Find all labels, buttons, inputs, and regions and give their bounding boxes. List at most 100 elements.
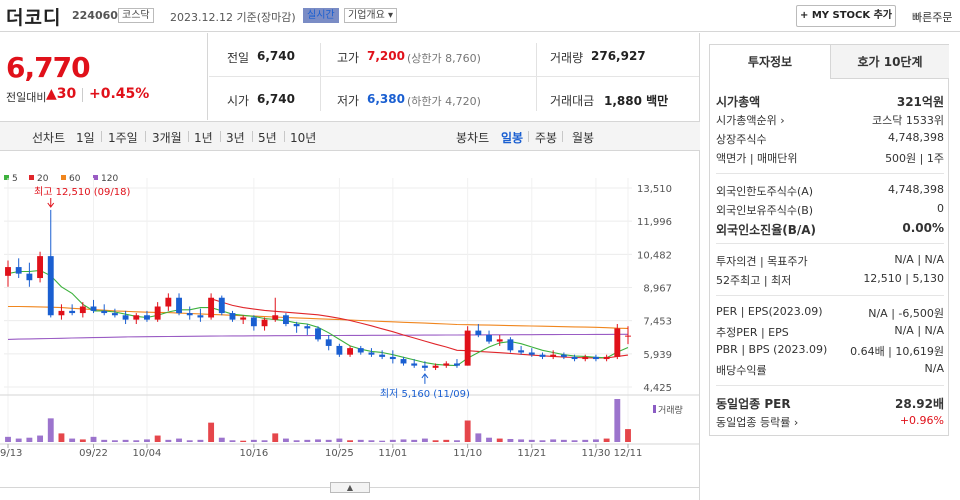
volume-bar xyxy=(347,440,354,442)
volume-bar xyxy=(218,437,225,442)
legend-swatch-60 xyxy=(61,175,66,180)
tab-invest-info[interactable]: 투자정보 xyxy=(710,45,830,79)
invest-info-panel: 투자정보 호가 10단계 시가총액 321억원 시가총액순위 › 코스닥 1533위 상… xyxy=(709,44,949,436)
tab-3y[interactable]: 3년 xyxy=(226,131,245,145)
candle-body xyxy=(496,339,503,342)
x-tick-label: 10/16 xyxy=(239,448,268,459)
candle-body xyxy=(79,306,86,314)
tab-orderbook-10[interactable]: 호가 10단계 xyxy=(830,45,949,79)
invest-row: PER | EPS(2023.09) N/A | -6,500원 xyxy=(716,303,944,321)
invest-row-value: 28.92배 xyxy=(895,397,944,411)
volume-bar xyxy=(176,438,182,442)
candle-body xyxy=(90,306,97,311)
invest-row: 상장주식수 4,748,398 xyxy=(716,129,944,147)
volume-bar xyxy=(518,439,525,442)
candle-body xyxy=(154,306,161,320)
tab-weekly[interactable]: 주봉 xyxy=(535,131,558,145)
tab-1d[interactable]: 1일 xyxy=(76,131,95,145)
candle-body xyxy=(186,313,193,316)
invest-row-value: 4,748,398 xyxy=(888,183,944,196)
invest-row-label: 동일업종 PER xyxy=(716,397,791,411)
tab-1w[interactable]: 1주일 xyxy=(108,131,138,145)
tab-1y[interactable]: 1년 xyxy=(194,131,213,145)
tab-5y[interactable]: 5년 xyxy=(258,131,277,145)
candle-body xyxy=(507,339,514,351)
candle-body xyxy=(5,267,11,276)
candle-body xyxy=(368,352,375,355)
volume-bar xyxy=(282,438,289,442)
candle-body xyxy=(528,352,535,355)
invest-row-value: N/A | N/A xyxy=(894,253,944,266)
candle-body xyxy=(539,354,546,357)
candle-body xyxy=(582,356,589,360)
invest-row-label: 동일업종 등락률 › xyxy=(716,416,799,429)
volume-bar xyxy=(325,439,332,442)
y-tick-label: 8,967 xyxy=(643,284,672,295)
tab-10y[interactable]: 10년 xyxy=(290,131,317,145)
high-annotation: 최고 12,510 (09/18) xyxy=(34,186,130,198)
chart-scroll-up-button[interactable]: ▲ xyxy=(330,482,370,493)
high-arrow xyxy=(47,198,55,208)
volume-bar xyxy=(411,439,418,442)
volume-bar xyxy=(111,440,118,442)
candle-body xyxy=(197,315,204,318)
stock-code: 224060 xyxy=(72,9,118,22)
current-price: 6,770 xyxy=(6,51,91,84)
invest-row: 외국인한도주식수(A) 4,748,398 xyxy=(716,181,944,199)
invest-row: 시가총액순위 › 코스닥 1533위 xyxy=(716,110,944,128)
volume-bar xyxy=(614,399,621,442)
volume-bar xyxy=(421,438,428,442)
candle-body xyxy=(614,328,621,357)
company-overview-dropdown[interactable]: 기업개요 ▾ xyxy=(344,8,397,23)
legend-label-20: 20 xyxy=(37,174,49,184)
volume-bar xyxy=(272,433,279,442)
invest-row-value: N/A xyxy=(924,362,944,375)
volume-bar xyxy=(603,438,610,442)
volume-bar xyxy=(261,440,268,442)
invest-row-label: 배당수익률 xyxy=(716,364,767,377)
x-tick-label: 11/01 xyxy=(378,448,407,459)
candle-body xyxy=(208,297,215,318)
quick-order-link[interactable]: 빠른주문 xyxy=(912,11,953,24)
invest-row-value: +0.96% xyxy=(899,414,944,427)
realtime-button[interactable]: 실시간 xyxy=(303,8,339,23)
invest-row: 동일업종 PER 28.92배 xyxy=(716,393,944,411)
invest-row: 투자의견 | 목표주가 N/A | N/A xyxy=(716,251,944,269)
candle-body xyxy=(272,315,279,320)
candle-body xyxy=(133,315,140,320)
panel-separator xyxy=(716,243,944,244)
tab-monthly[interactable]: 월봉 xyxy=(572,131,595,145)
invest-row-value: 0.64배 | 10,619원 xyxy=(850,345,944,358)
x-tick-label: 09/13 xyxy=(0,448,22,459)
candle-body xyxy=(240,317,247,320)
amount-label: 거래대금 xyxy=(550,94,595,108)
add-mystock-button[interactable]: + MY STOCK 추가 xyxy=(796,5,896,27)
volume-bar xyxy=(486,437,492,442)
tab-3m[interactable]: 3개월 xyxy=(152,131,182,145)
volume-bar xyxy=(400,439,407,442)
tab-daily[interactable]: 일봉 xyxy=(501,131,524,145)
candle-body xyxy=(58,310,65,316)
candle-body xyxy=(454,363,460,366)
volume-bar xyxy=(571,440,578,442)
volume-bar xyxy=(528,439,535,442)
y-tick-label: 11,996 xyxy=(637,217,672,228)
candlestick-chart[interactable]: 5 20 60 120 13,510 11,996 10,482 8,967 7,453 5,9… xyxy=(0,152,700,482)
candle-body xyxy=(432,365,439,368)
candle-body xyxy=(411,363,418,366)
invest-row-value: 0 xyxy=(937,202,944,215)
candle-body xyxy=(325,339,332,346)
candle-body xyxy=(464,330,471,366)
candle-body xyxy=(315,328,321,340)
volume-bar xyxy=(368,440,375,442)
stock-header: 더코디 224060 코스닥 2023.12.12 기준(장마감) 실시간 기업… xyxy=(0,0,960,32)
candle-body xyxy=(229,313,236,320)
volume-bar xyxy=(293,440,300,442)
high-value: 7,200 xyxy=(367,49,405,63)
volume-bar xyxy=(389,439,396,442)
candles xyxy=(5,209,631,371)
invest-row-value: N/A | N/A xyxy=(894,324,944,337)
high-label: 고가 xyxy=(337,51,360,65)
volume-bar xyxy=(144,439,150,442)
candle-body xyxy=(293,324,300,327)
